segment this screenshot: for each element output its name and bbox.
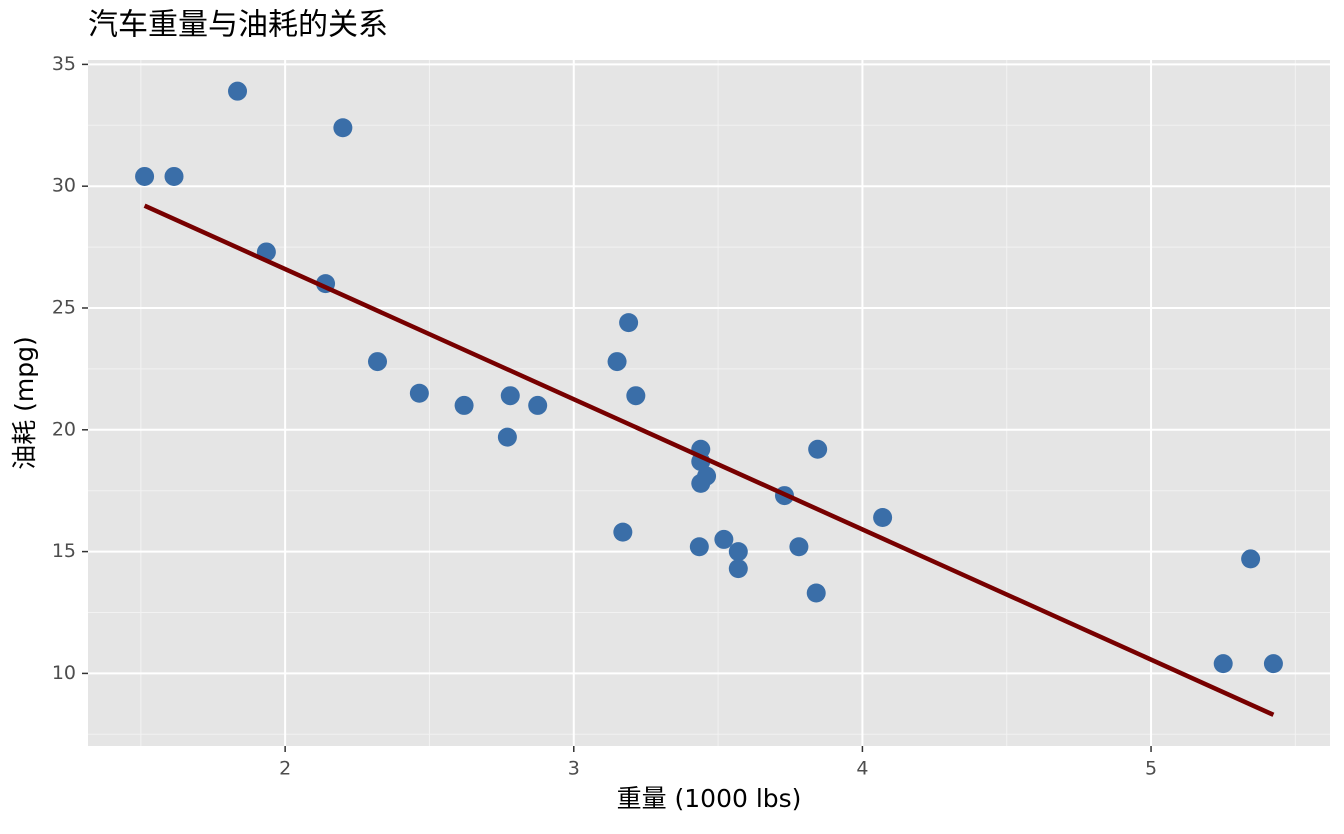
chart-title: 汽车重量与油耗的关系: [88, 8, 388, 43]
x-tick-label: 2: [279, 758, 291, 780]
y-tick-label: 20: [52, 418, 76, 440]
y-tick-label: 30: [52, 175, 76, 197]
y-tick-label: 35: [52, 53, 76, 75]
y-tick-label: 10: [52, 662, 76, 684]
point: [1263, 654, 1283, 674]
point: [497, 427, 517, 447]
x-tick-label: 4: [856, 758, 868, 780]
point: [873, 507, 893, 527]
point: [409, 383, 429, 403]
trend-line: [143, 203, 1275, 717]
point: [454, 395, 474, 415]
point: [135, 166, 155, 186]
point: [806, 583, 826, 603]
point: [368, 352, 388, 372]
point: [714, 529, 734, 549]
x-axis-label: 重量 (1000 lbs): [617, 784, 802, 813]
x-tick-label: 3: [568, 758, 580, 780]
point: [1241, 549, 1261, 569]
y-axis-label: 油耗 (mpg): [10, 336, 39, 470]
point: [619, 313, 639, 333]
point: [1213, 654, 1233, 674]
point: [333, 118, 353, 138]
point: [228, 81, 248, 101]
point: [607, 352, 627, 372]
point: [789, 537, 809, 557]
y-tick-label: 25: [52, 296, 76, 318]
point: [691, 473, 711, 493]
x-tick-label: 5: [1145, 758, 1157, 780]
point: [164, 166, 184, 186]
point: [728, 559, 748, 579]
point: [500, 386, 520, 406]
point: [613, 522, 633, 542]
panel: [88, 60, 1330, 746]
point: [626, 386, 646, 406]
point: [689, 537, 709, 557]
y-tick-label: 15: [52, 540, 76, 562]
point: [728, 542, 748, 562]
point: [808, 439, 828, 459]
point: [528, 395, 548, 415]
